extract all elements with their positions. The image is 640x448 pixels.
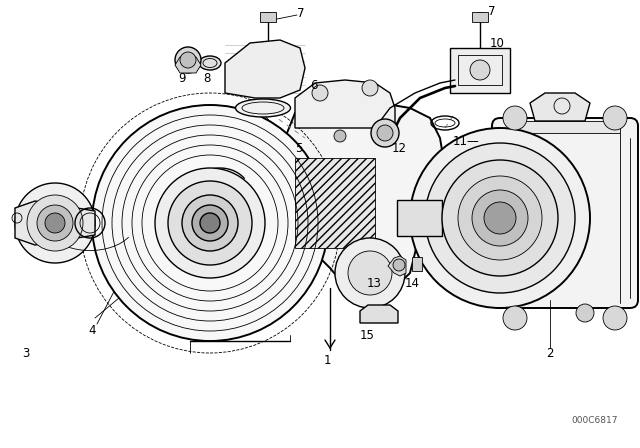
Text: 11—: 11— [453,134,480,147]
Circle shape [155,168,265,278]
Circle shape [27,195,83,251]
Circle shape [393,259,405,271]
Circle shape [175,47,201,73]
Circle shape [603,106,627,130]
Text: 6: 6 [310,78,317,91]
Text: 4: 4 [88,323,95,336]
Text: 14: 14 [404,276,419,289]
Ellipse shape [236,99,291,117]
Bar [510,121,620,133]
FancyBboxPatch shape [492,118,638,308]
Bar [295,158,375,248]
Circle shape [503,106,527,130]
Bar [472,12,488,22]
Bar [397,200,442,236]
Circle shape [182,195,238,251]
Text: 12: 12 [392,142,407,155]
Text: 1: 1 [323,353,331,366]
Circle shape [15,183,95,263]
Polygon shape [15,201,95,245]
Circle shape [192,205,228,241]
Circle shape [484,202,516,234]
Circle shape [92,105,328,341]
Bar [412,257,422,271]
Circle shape [442,160,558,276]
Circle shape [168,181,252,265]
Text: 5: 5 [295,142,302,155]
Polygon shape [388,256,406,276]
Bar [450,48,510,93]
Circle shape [45,213,65,233]
Circle shape [470,60,490,80]
Ellipse shape [199,56,221,70]
Circle shape [180,52,196,68]
Circle shape [348,251,392,295]
Circle shape [410,128,590,308]
Circle shape [472,190,528,246]
Bar [458,55,502,85]
Text: 000C6817: 000C6817 [572,415,618,425]
Circle shape [335,238,405,308]
Polygon shape [225,40,305,98]
Circle shape [371,119,399,147]
Circle shape [334,130,346,142]
Text: 2: 2 [547,346,554,359]
Text: 8: 8 [204,72,211,85]
Circle shape [503,306,527,330]
Circle shape [377,125,393,141]
Text: 13: 13 [367,276,381,289]
Text: 7: 7 [488,4,495,17]
Circle shape [312,85,328,101]
Circle shape [200,213,220,233]
Text: 3: 3 [22,346,29,359]
Circle shape [603,306,627,330]
Text: 10: 10 [490,36,505,49]
Text: 9: 9 [179,72,186,85]
Bar [260,12,276,22]
Polygon shape [282,100,445,293]
Polygon shape [175,57,201,73]
Circle shape [362,80,378,96]
Circle shape [37,205,73,241]
Text: 15: 15 [360,328,374,341]
Circle shape [458,176,542,260]
Circle shape [425,143,575,293]
Text: 7: 7 [297,7,305,20]
Polygon shape [530,93,590,121]
Polygon shape [360,305,398,323]
Polygon shape [295,80,395,128]
Circle shape [576,304,594,322]
